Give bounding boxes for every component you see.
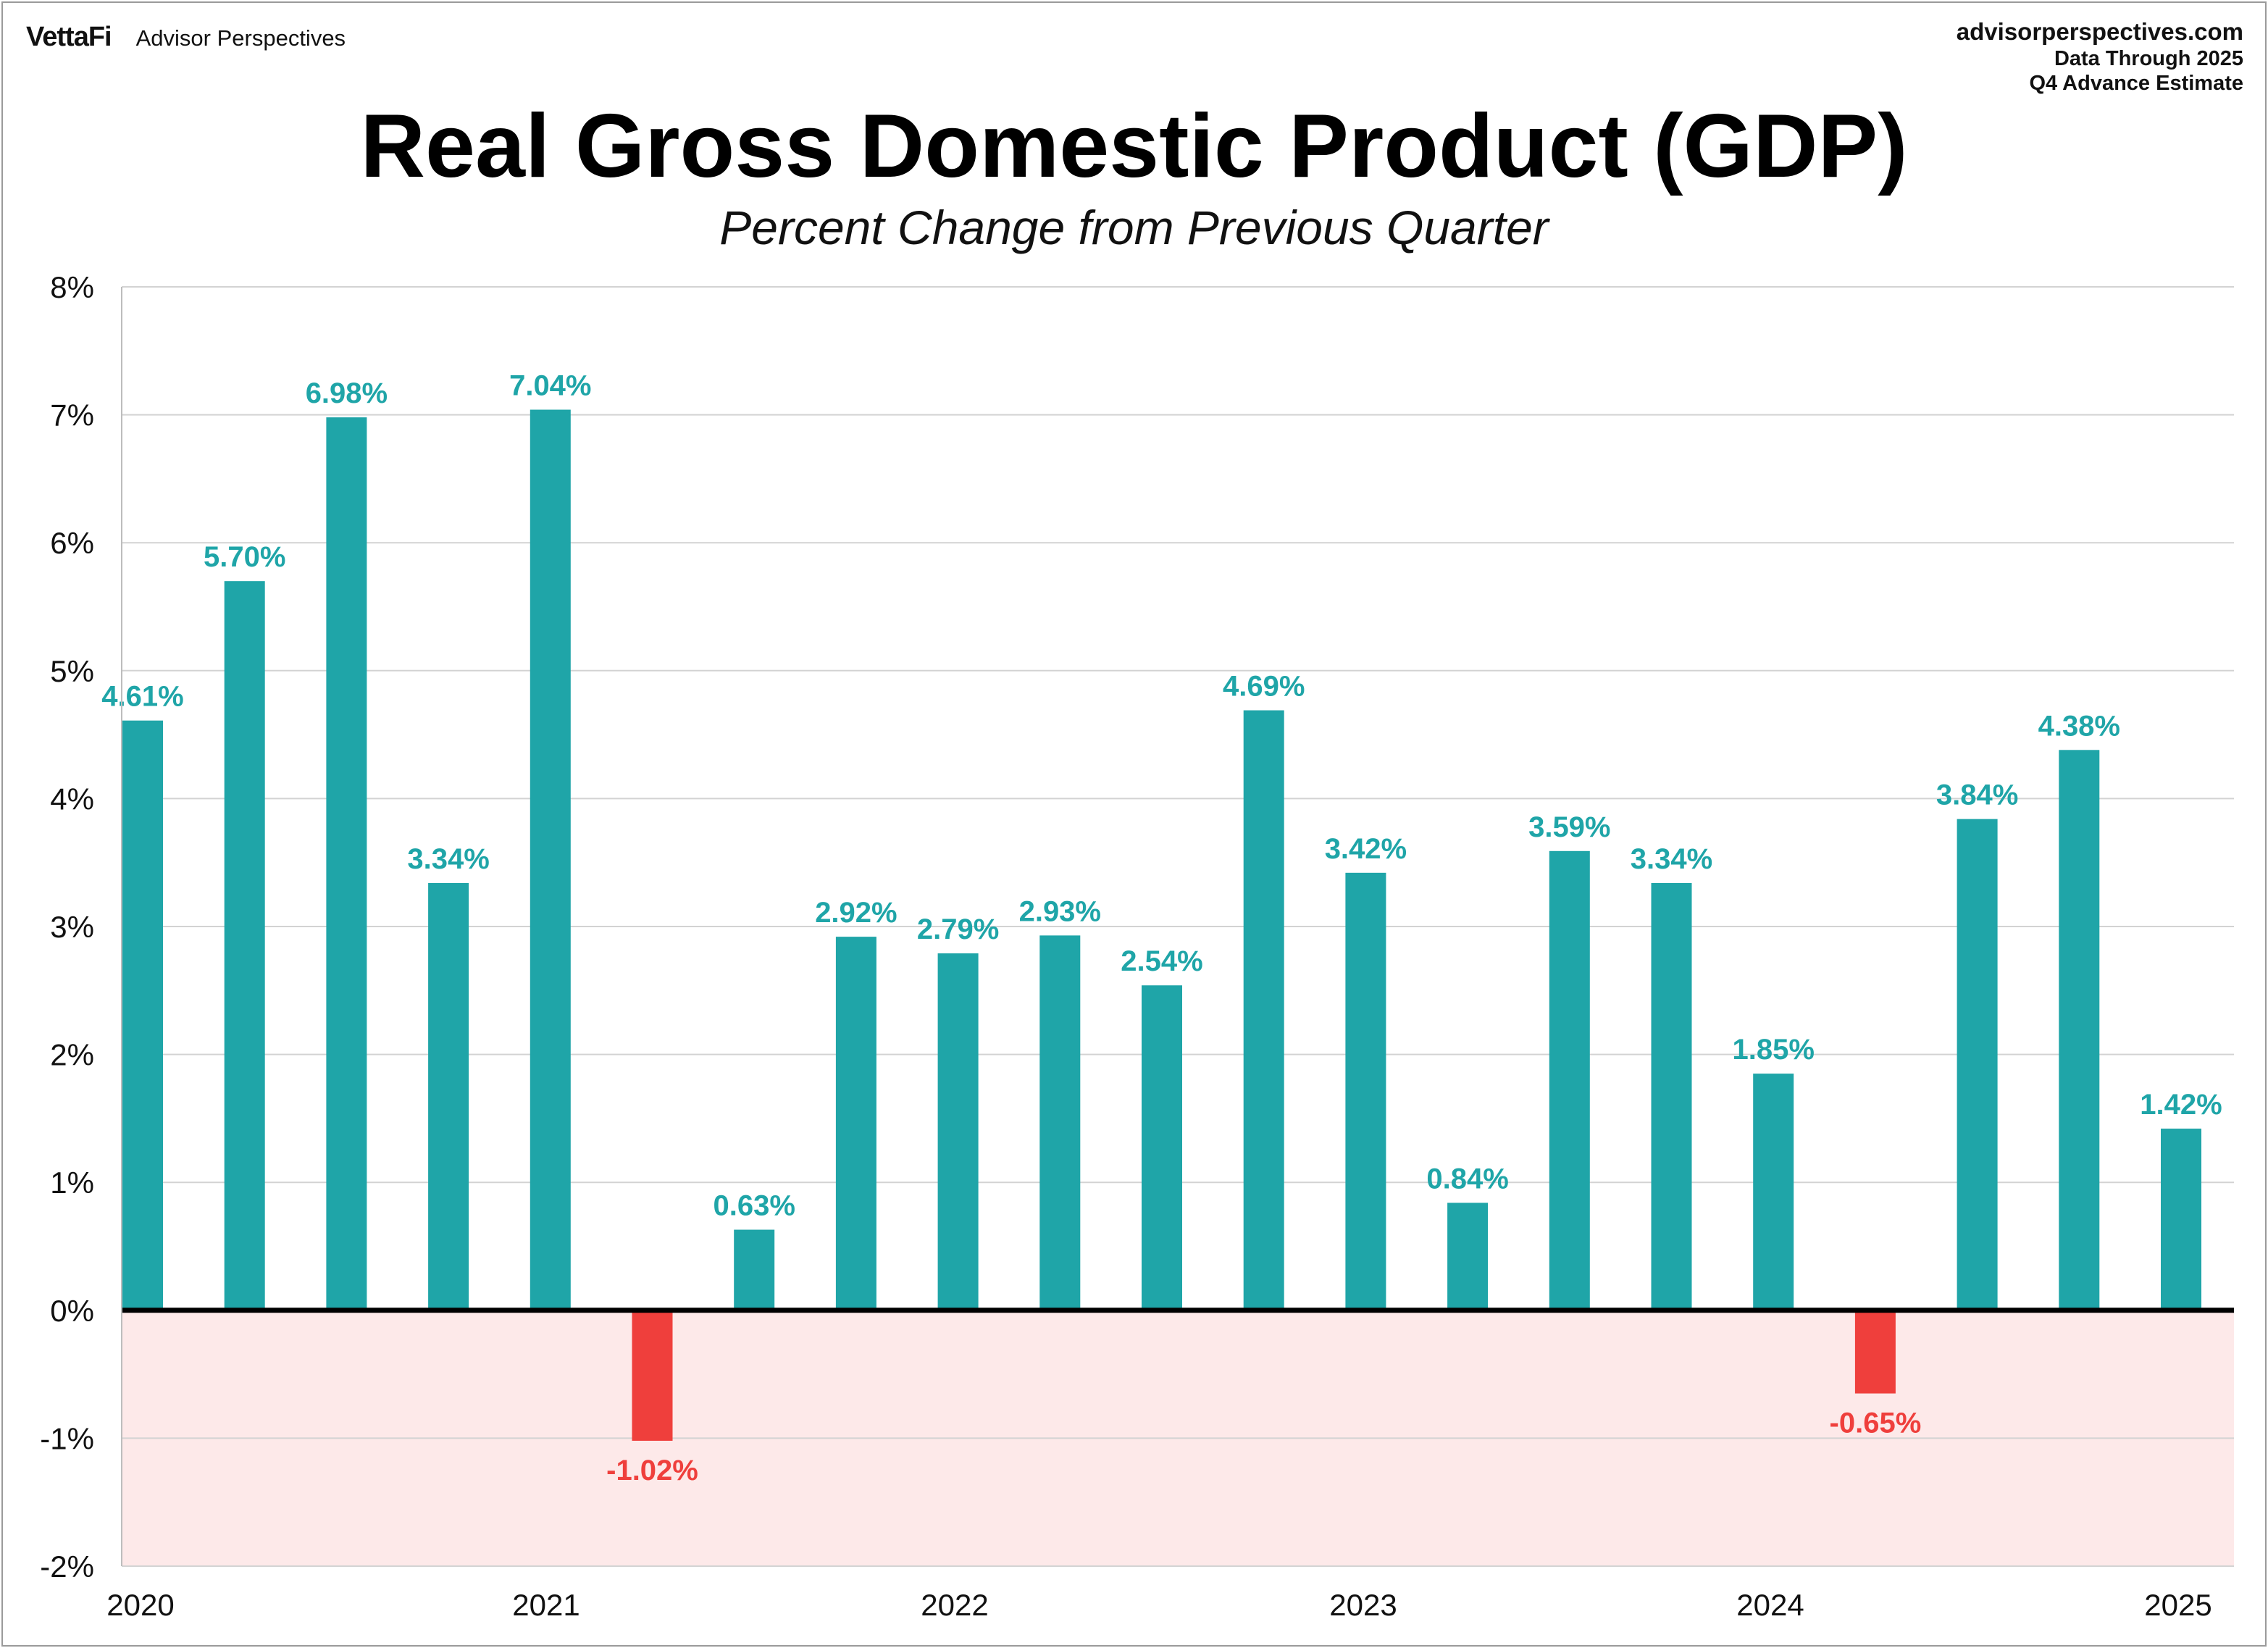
bar (2059, 750, 2100, 1310)
x-tick-label: 2021 (512, 1588, 579, 1622)
x-tick-label: 2025 (2144, 1588, 2211, 1622)
bar-value-label: 2.79% (917, 913, 999, 945)
y-tick-label: -2% (40, 1549, 94, 1584)
bar-value-label: 6.98% (306, 377, 388, 409)
bar (734, 1229, 775, 1310)
y-tick-label: 7% (50, 398, 94, 432)
bar-value-label: 3.34% (407, 843, 489, 875)
bar-value-label: 1.85% (1732, 1034, 1814, 1066)
bar-value-label: 4.38% (2038, 710, 2120, 742)
x-tick-label: 2023 (1329, 1588, 1397, 1622)
bar-value-label: 3.84% (1936, 779, 2018, 811)
bar-value-label: 1.42% (2140, 1089, 2222, 1121)
y-tick-label: 3% (50, 910, 94, 944)
y-tick-label: 0% (50, 1294, 94, 1328)
y-tick-label: 6% (50, 526, 94, 560)
bar-value-label: 2.54% (1121, 945, 1202, 977)
bar (1753, 1074, 1794, 1310)
bar-value-label: 3.42% (1325, 833, 1407, 865)
bar-value-label: 0.84% (1426, 1163, 1508, 1195)
bar-value-label: -1.02% (606, 1455, 698, 1486)
bar-chart: -2% -1% 0% 1% 2% 3% 4% 5% 6% 7% 8% 4.61% 5.70% 6.98%… (40, 270, 2234, 1622)
y-tick-label: -1% (40, 1421, 94, 1455)
bar-value-label: -0.65% (1830, 1408, 1922, 1439)
bar-value-label: 0.63% (713, 1190, 795, 1222)
x-tick-label: 2024 (1736, 1588, 1804, 1622)
bar (1447, 1202, 1489, 1310)
bar-value-label: 2.92% (815, 897, 897, 929)
bar (1549, 850, 1590, 1310)
y-axis-labels: -2% -1% 0% 1% 2% 3% 4% 5% 6% 7% 8% (40, 270, 94, 1584)
bar (1345, 872, 1386, 1310)
chart-title: Real Gross Domestic Product (GDP) (360, 96, 1908, 196)
data-through: Data Through 2025 (2054, 47, 2243, 70)
y-tick-label: 8% (50, 270, 94, 304)
bar (122, 720, 163, 1310)
bar-value-label: 3.59% (1528, 811, 1610, 843)
x-tick-label: 2020 (106, 1588, 174, 1622)
bar (632, 1310, 673, 1441)
bars: 4.61% 5.70% 6.98% 3.34% 7.04% -1.02% 0.63% 2.92… (101, 370, 2222, 1486)
bar (2161, 1129, 2201, 1310)
bar (326, 417, 367, 1310)
x-axis-labels: 2020 2021 2022 2023 2024 2025 (106, 1588, 2211, 1622)
estimate-note: Q4 Advance Estimate (2029, 72, 2244, 95)
bar (937, 953, 979, 1310)
bar (835, 937, 876, 1310)
bar (1854, 1310, 1896, 1394)
brand: VettaFi Advisor Perspectives (26, 22, 346, 57)
bar-value-label: 4.69% (1223, 671, 1305, 703)
bar-value-label: 3.34% (1631, 843, 1712, 875)
bar (1243, 710, 1284, 1310)
y-tick-label: 1% (50, 1166, 94, 1200)
x-tick-label: 2022 (921, 1588, 988, 1622)
bar (530, 409, 571, 1310)
bar (1039, 935, 1081, 1310)
brand-name: Advisor Perspectives (135, 25, 346, 51)
bar (428, 882, 469, 1310)
y-tick-label: 2% (50, 1038, 94, 1072)
y-tick-label: 4% (50, 782, 94, 816)
bar (1957, 819, 1998, 1310)
vettafi-logo: VettaFi (26, 22, 112, 52)
bar-value-label: 4.61% (101, 681, 183, 713)
source-info: advisorperspectives.com Data Through 202… (1957, 17, 2243, 96)
bar-value-label: 5.70% (204, 541, 285, 573)
bar (1651, 882, 1692, 1310)
bar-value-label: 7.04% (509, 370, 591, 402)
chart-subtitle: Percent Change from Previous Quarter (719, 201, 1549, 254)
bar-value-label: 2.93% (1019, 895, 1101, 927)
y-tick-label: 5% (50, 654, 94, 688)
source-site: advisorperspectives.com (1956, 18, 2243, 45)
bar (224, 581, 265, 1310)
bar (1142, 985, 1182, 1310)
